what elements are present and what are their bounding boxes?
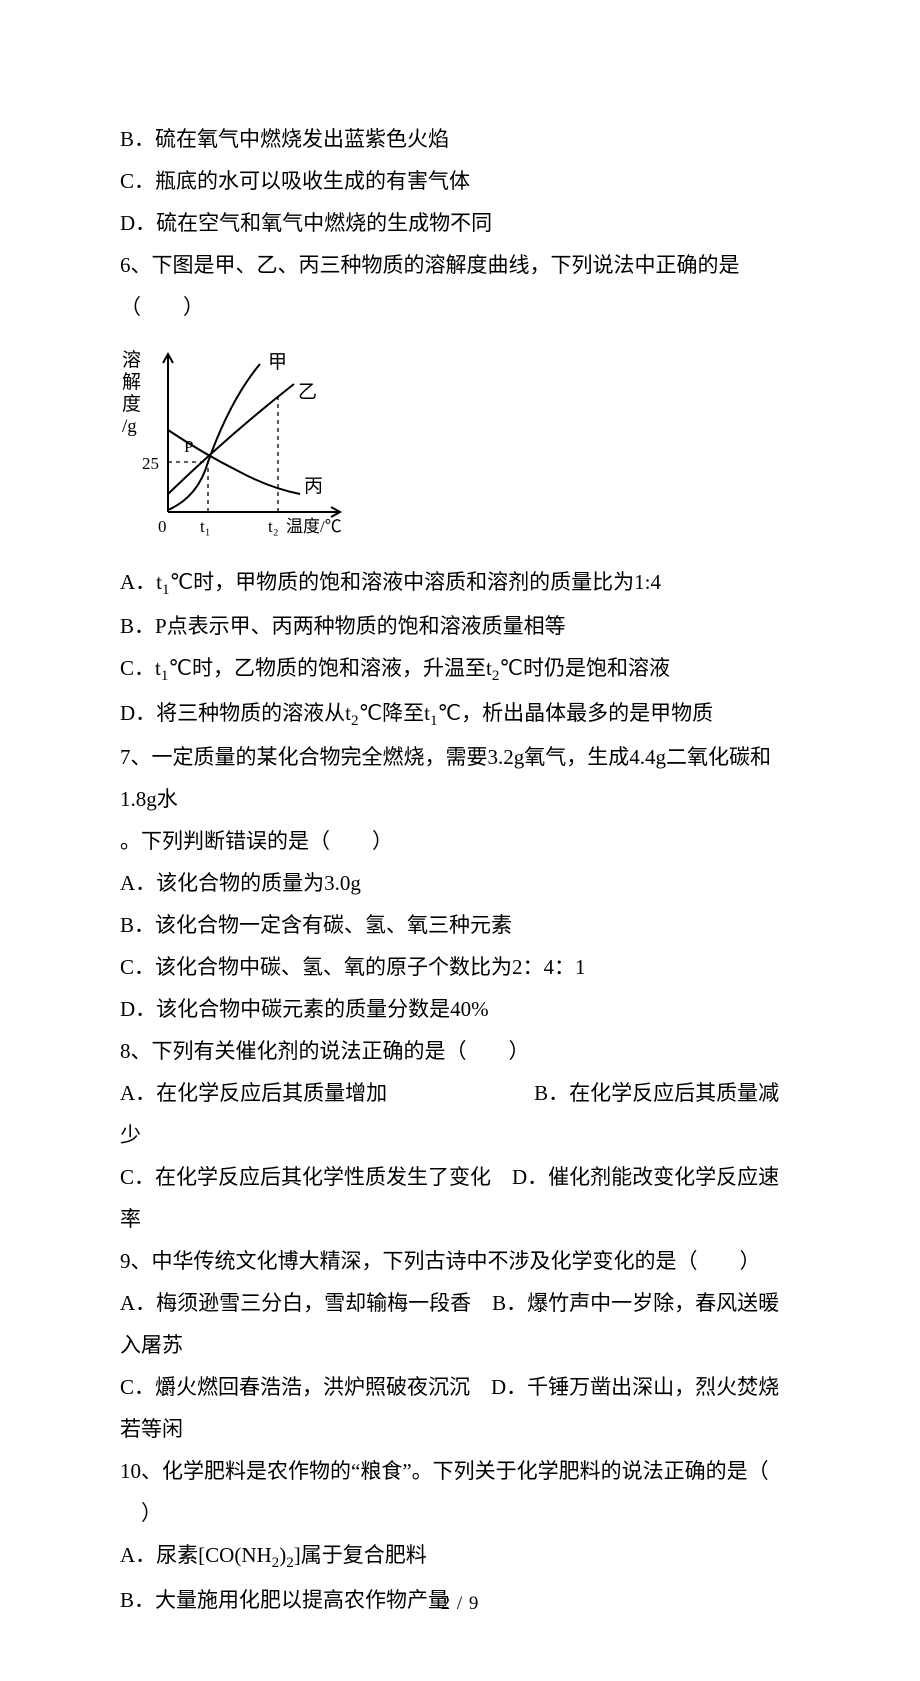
q8-option-c: C．在化学反应后其化学性质发生了变化 (120, 1165, 491, 1189)
svg-text:乙: 乙 (298, 382, 317, 403)
q8-options-cd: C．在化学反应后其化学性质发生了变化 D．催化剂能改变化学反应速率 (120, 1156, 800, 1240)
q9-options-ab: A．梅须逊雪三分白，雪却输梅一段香 B．爆竹声中一岁除，春风送暖入屠苏 (120, 1282, 800, 1366)
svg-text:t₁: t₁ (200, 517, 211, 536)
svg-text:0: 0 (158, 517, 167, 536)
q7-option-d: D．该化合物中碳元素的质量分数是40% (120, 988, 800, 1030)
q7-stem-line2: 。下列判断错误的是（ ） (120, 820, 800, 862)
subscript: 1 (430, 713, 438, 729)
q7-option-b: B．该化合物一定含有碳、氢、氧三种元素 (120, 904, 800, 946)
subscript: 2 (286, 1556, 294, 1572)
q9-option-a: A．梅须逊雪三分白，雪却输梅一段香 (120, 1291, 471, 1315)
text: ℃，析出晶体最多的是甲物质 (438, 701, 714, 725)
q8-options-ab: A．在化学反应后其质量增加 B．在化学反应后其质量减少 (120, 1072, 800, 1156)
spacer (471, 1291, 492, 1315)
q10-stem-line2: ） (120, 1492, 800, 1534)
q5-option-d: D．硫在空气和氧气中燃烧的生成物不同 (120, 202, 800, 244)
subscript: 2 (351, 713, 359, 729)
svg-text:25: 25 (142, 454, 159, 473)
q6-option-c: C．t1℃时，乙物质的饱和溶液，升温至t2℃时仍是饱和溶液 (120, 647, 800, 691)
text: ]属于复合肥料 (294, 1543, 427, 1567)
spacer (491, 1165, 512, 1189)
subscript: 2 (272, 1556, 280, 1572)
page-footer: 2 / 9 (0, 1585, 920, 1623)
q6-solubility-chart: 溶解度/g 25 t₁ t₂ 0 温度/℃ 甲乙丙 P (120, 342, 800, 547)
q6-option-b: B．P点表示甲、丙两种物质的饱和溶液质量相等 (120, 605, 800, 647)
svg-text:P: P (184, 437, 193, 456)
q8-option-a: A．在化学反应后其质量增加 (120, 1081, 387, 1105)
svg-text:t₂: t₂ (268, 517, 279, 536)
text: D．将三种物质的溶液从t (120, 701, 351, 725)
text: ℃时，乙物质的饱和溶液，升温至t (168, 656, 491, 680)
svg-text:溶: 溶 (122, 349, 141, 371)
q5-option-b: B．硫在氧气中燃烧发出蓝紫色火焰 (120, 118, 800, 160)
text: ℃降至t (359, 701, 430, 725)
svg-text:温度/℃: 温度/℃ (286, 517, 342, 536)
page-container: B．硫在氧气中燃烧发出蓝紫色火焰 C．瓶底的水可以吸收生成的有害气体 D．硫在空… (0, 0, 920, 1681)
q9-options-cd: C．爝火燃回春浩浩，洪炉照破夜沉沉 D．千锤万凿出深山，烈火焚烧若等闲 (120, 1366, 800, 1450)
q9-stem: 9、中华传统文化博大精深，下列古诗中不涉及化学变化的是（ ） (120, 1240, 800, 1282)
text: ℃时仍是饱和溶液 (499, 656, 670, 680)
q6-option-a: A．t1℃时，甲物质的饱和溶液中溶质和溶剂的质量比为1:4 (120, 561, 800, 605)
subscript: 1 (162, 582, 170, 598)
q10-stem-line1: 10、化学肥料是农作物的“粮食”。下列关于化学肥料的说法正确的是（ (120, 1450, 800, 1492)
svg-text:解: 解 (122, 371, 141, 393)
q7-option-c: C．该化合物中碳、氢、氧的原子个数比为2：4：1 (120, 946, 800, 988)
q8-stem: 8、下列有关催化剂的说法正确的是（ ） (120, 1030, 800, 1072)
q5-option-c: C．瓶底的水可以吸收生成的有害气体 (120, 160, 800, 202)
solubility-curves-svg: 溶解度/g 25 t₁ t₂ 0 温度/℃ 甲乙丙 P (120, 342, 365, 547)
text: ℃时，甲物质的饱和溶液中溶质和溶剂的质量比为1:4 (170, 570, 661, 594)
svg-text:/g: /g (122, 416, 137, 437)
text: C．t (120, 656, 161, 680)
q7-option-a: A．该化合物的质量为3.0g (120, 862, 800, 904)
text: A．尿素[CO(NH (120, 1543, 272, 1567)
text: ) (279, 1543, 286, 1567)
q9-option-c: C．爝火燃回春浩浩，洪炉照破夜沉沉 (120, 1375, 470, 1399)
q10-option-a: A．尿素[CO(NH2)2]属于复合肥料 (120, 1534, 800, 1578)
q6-option-d: D．将三种物质的溶液从t2℃降至t1℃，析出晶体最多的是甲物质 (120, 692, 800, 736)
text: A．t (120, 570, 162, 594)
svg-text:丙: 丙 (304, 476, 323, 497)
q6-stem: 6、下图是甲、乙、丙三种物质的溶解度曲线，下列说法中正确的是（ ） (120, 244, 800, 328)
svg-text:甲: 甲 (268, 352, 287, 373)
spacer (470, 1375, 491, 1399)
spacer (387, 1081, 534, 1105)
svg-text:度: 度 (122, 393, 141, 415)
q7-stem-line1: 7、一定质量的某化合物完全燃烧，需要3.2g氧气，生成4.4g二氧化碳和1.8g… (120, 736, 800, 820)
